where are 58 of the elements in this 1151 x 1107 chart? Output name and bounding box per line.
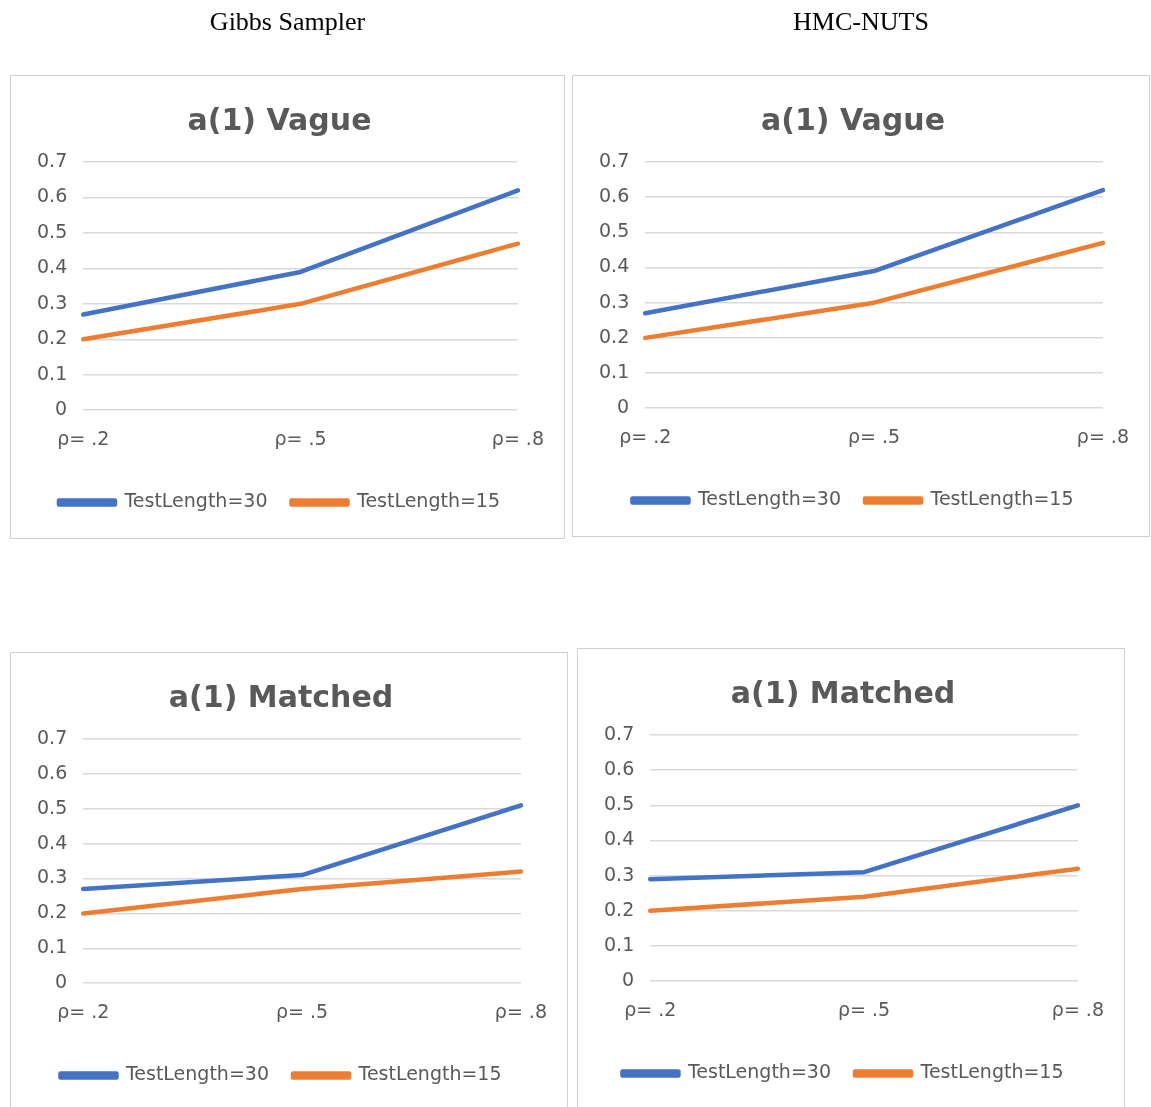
legend-label: TestLength=15 xyxy=(919,1060,1064,1083)
y-tick-label: 0.1 xyxy=(37,935,68,958)
y-tick-label: 0.6 xyxy=(37,184,68,207)
y-tick-label: 0.3 xyxy=(37,865,68,888)
legend-label: TestLength=30 xyxy=(124,1062,270,1085)
y-tick-label: 0.2 xyxy=(599,324,630,347)
legend-label: TestLength=15 xyxy=(357,1062,502,1085)
y-tick-label: 0.5 xyxy=(37,795,68,818)
x-tick-label: ρ= .5 xyxy=(847,424,901,447)
y-tick-label: 0 xyxy=(617,395,630,418)
y-tick-label: 0.5 xyxy=(37,219,68,242)
y-tick-label: 0.5 xyxy=(599,219,630,242)
y-tick-label: 0.3 xyxy=(604,862,635,885)
y-tick-label: 0.7 xyxy=(599,148,630,171)
x-tick-label: ρ= .8 xyxy=(494,999,547,1022)
x-tick-label: ρ= .2 xyxy=(57,426,110,449)
y-tick-label: 0.4 xyxy=(599,254,630,277)
y-tick-label: 0.2 xyxy=(604,897,635,920)
y-tick-label: 0 xyxy=(622,968,635,991)
y-tick-label: 0.4 xyxy=(37,255,68,278)
y-tick-label: 0 xyxy=(55,397,68,420)
x-tick-label: ρ= .2 xyxy=(57,999,110,1022)
y-tick-label: 0.3 xyxy=(37,290,68,313)
text: Gibbs Sampler xyxy=(208,7,367,37)
y-tick-label: 0.5 xyxy=(604,792,635,815)
y-tick-label: 0.1 xyxy=(599,359,630,382)
text: HMC-NUTS xyxy=(792,7,930,37)
x-tick-label: ρ= .8 xyxy=(491,426,544,449)
y-tick-label: 0.7 xyxy=(604,721,635,744)
chart-title: a(1) Vague xyxy=(761,101,945,137)
y-tick-label: 0.7 xyxy=(37,148,68,171)
legend-label: TestLength=30 xyxy=(696,487,842,510)
y-tick-label: 0 xyxy=(55,970,68,993)
legend-label: TestLength=15 xyxy=(356,489,501,512)
y-tick-label: 0.3 xyxy=(599,289,630,312)
y-tick-label: 0.7 xyxy=(37,725,68,748)
legend-label: TestLength=30 xyxy=(686,1060,832,1083)
y-tick-label: 0.6 xyxy=(604,757,635,780)
y-tick-label: 0.6 xyxy=(599,184,630,207)
x-tick-label: ρ= .5 xyxy=(274,426,327,449)
x-tick-label: ρ= .5 xyxy=(275,999,329,1022)
x-tick-label: ρ= .8 xyxy=(1076,424,1129,447)
y-tick-label: 0.2 xyxy=(37,326,68,349)
y-tick-label: 0.6 xyxy=(37,760,68,783)
y-tick-label: 0.2 xyxy=(37,900,68,923)
legend-label: TestLength=30 xyxy=(123,489,268,512)
y-tick-label: 0.1 xyxy=(604,932,635,955)
y-tick-label: 0.4 xyxy=(604,827,635,850)
x-tick-label: ρ= .8 xyxy=(1051,997,1104,1020)
chart-title: a(1) Vague xyxy=(187,101,372,137)
y-tick-label: 0.4 xyxy=(37,830,68,853)
x-tick-label: ρ= .2 xyxy=(624,997,677,1020)
x-tick-label: ρ= .2 xyxy=(619,424,672,447)
y-tick-label: 0.1 xyxy=(37,361,68,384)
chart-title: a(1) Matched xyxy=(730,674,956,710)
legend-label: TestLength=15 xyxy=(929,487,1074,510)
chart-title: a(1) Matched xyxy=(168,678,394,714)
x-tick-label: ρ= .5 xyxy=(837,997,891,1020)
